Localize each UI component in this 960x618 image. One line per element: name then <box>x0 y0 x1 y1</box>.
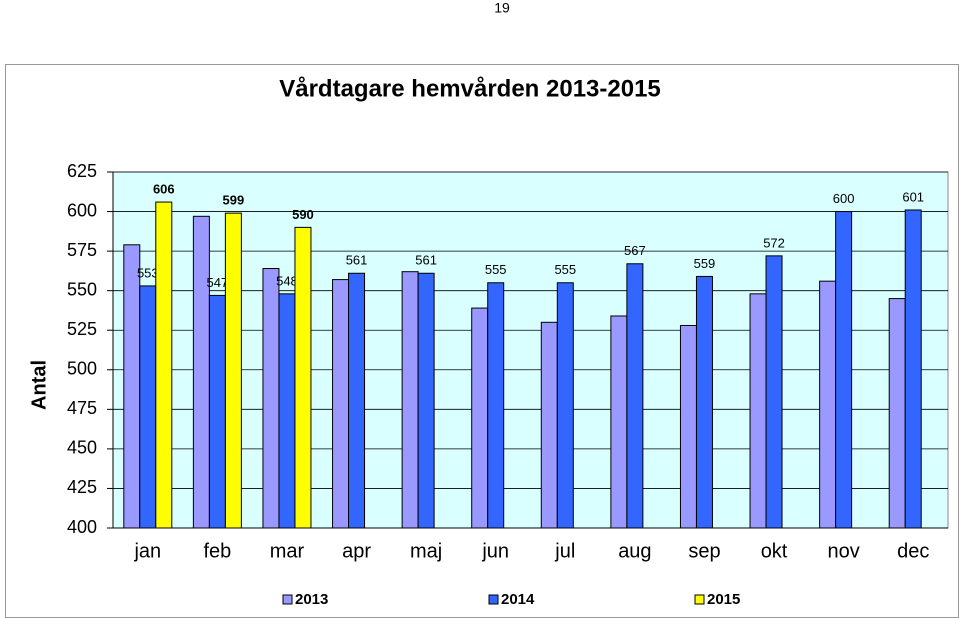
bar <box>695 275 713 529</box>
bar <box>471 307 489 529</box>
y-tick-label: 575 <box>67 240 97 260</box>
page-number: 19 <box>494 0 510 16</box>
bar <box>401 271 419 529</box>
data-label: 601 <box>902 189 924 204</box>
y-tick-label: 450 <box>67 438 97 458</box>
legend-label: 2015 <box>707 591 740 608</box>
y-tick-label: 625 <box>67 161 97 181</box>
bar <box>487 282 505 529</box>
data-label: 590 <box>292 207 314 222</box>
y-tick-label: 500 <box>67 359 97 379</box>
data-label: 572 <box>763 235 785 250</box>
y-tick-label: 475 <box>67 398 97 418</box>
bar <box>139 285 157 529</box>
data-label: 553 <box>137 265 159 280</box>
bar <box>835 211 853 529</box>
bar <box>332 279 350 529</box>
bar <box>262 268 280 529</box>
data-label: 548 <box>276 273 298 288</box>
x-tick-label: apr <box>342 540 371 562</box>
legend-label: 2014 <box>501 591 535 608</box>
bar <box>888 298 906 529</box>
data-label: 606 <box>153 181 175 196</box>
data-label: 600 <box>833 191 855 206</box>
legend-swatch <box>282 594 293 605</box>
x-tick-label: sep <box>688 540 720 562</box>
bar <box>749 293 767 529</box>
legend-swatch <box>488 594 499 605</box>
bar <box>224 212 242 529</box>
y-tick-label: 600 <box>67 200 97 220</box>
x-tick-label: okt <box>761 540 788 562</box>
legend-swatch <box>694 594 705 605</box>
bar <box>155 201 173 529</box>
bar <box>765 255 783 529</box>
plot-area <box>112 171 949 529</box>
y-tick-label: 425 <box>67 477 97 497</box>
bar <box>294 226 312 529</box>
bar <box>556 282 574 529</box>
bar <box>123 244 141 529</box>
y-axis-label: Antal <box>28 360 50 410</box>
bar <box>540 321 558 529</box>
y-tick-label: 400 <box>67 517 97 537</box>
bar <box>192 215 210 529</box>
x-tick-label: feb <box>203 540 231 562</box>
legend-label: 2013 <box>295 591 328 608</box>
x-tick-label: aug <box>618 540 651 562</box>
x-tick-label: jan <box>133 540 161 562</box>
x-tick-label: dec <box>897 540 929 562</box>
x-tick-label: mar <box>270 540 305 562</box>
data-label: 561 <box>415 253 437 268</box>
bar <box>626 263 644 529</box>
data-label: 555 <box>485 262 507 277</box>
bar <box>348 272 366 529</box>
x-tick-label: nov <box>828 540 860 562</box>
bar <box>417 272 435 529</box>
data-label: 559 <box>694 256 716 271</box>
bar <box>679 324 697 529</box>
bar <box>278 293 296 529</box>
data-label: 555 <box>554 262 576 277</box>
data-label: 547 <box>207 275 229 290</box>
bar <box>904 209 922 529</box>
y-tick-label: 525 <box>67 319 97 339</box>
bar <box>208 294 226 529</box>
x-tick-label: jul <box>554 540 575 562</box>
data-label: 599 <box>223 193 245 208</box>
data-label: 567 <box>624 243 646 258</box>
data-label: 561 <box>346 253 368 268</box>
bar <box>819 280 837 529</box>
x-tick-label: maj <box>410 540 442 562</box>
y-tick-label: 550 <box>67 279 97 299</box>
x-tick-label: jun <box>481 540 509 562</box>
bar <box>610 315 628 529</box>
chart-title: Vårdtagare hemvården 2013-2015 <box>279 75 661 102</box>
